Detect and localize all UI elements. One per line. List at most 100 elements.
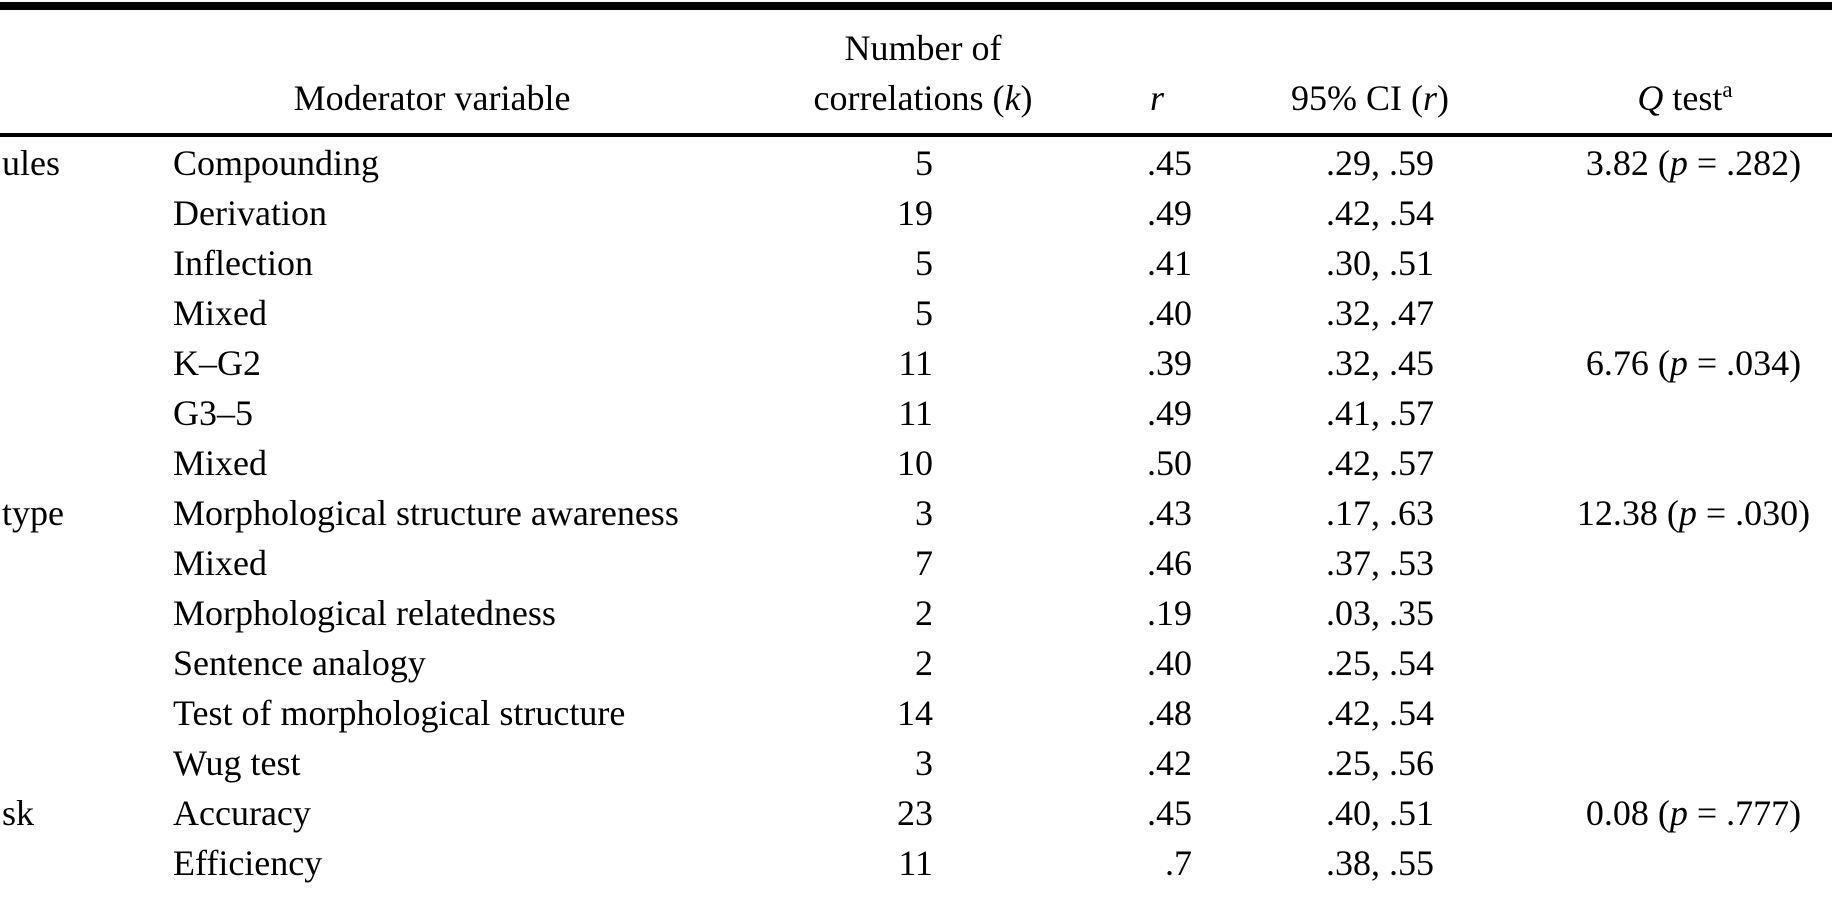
ci-cell: .32, .45 xyxy=(1326,343,1434,383)
qtest-cell xyxy=(1555,638,1832,688)
group-label-cell: sk xyxy=(2,793,35,833)
qtest-cell xyxy=(1555,188,1832,238)
k-cell: 10 xyxy=(897,443,933,483)
column-header-ci-close: ) xyxy=(1437,78,1449,118)
table-row: type Morphological structure awareness 3… xyxy=(0,488,1832,538)
ci-cell: .29, .59 xyxy=(1326,143,1434,183)
k-cell: 7 xyxy=(915,543,933,583)
column-header-q-variable: Q xyxy=(1637,78,1664,118)
moderator-cell: Wug test xyxy=(173,743,301,783)
column-header-q-text: test xyxy=(1663,78,1723,118)
table-row: Test of morphological structure 14 .48 .… xyxy=(0,688,1832,738)
qtest-p-variable: p xyxy=(1678,493,1697,533)
header-separator-rule xyxy=(0,133,1832,137)
k-cell: 2 xyxy=(915,593,933,633)
table-row: Efficiency 11 .7 .38, .55 xyxy=(0,838,1832,888)
column-header-ci-text: 95% CI ( xyxy=(1291,78,1423,118)
group-label-cell xyxy=(0,188,160,238)
column-header-moderator: Moderator variable xyxy=(293,78,571,118)
moderator-cell: Derivation xyxy=(173,193,327,233)
r-cell: .39 xyxy=(1147,343,1192,383)
r-cell: .46 xyxy=(1147,543,1192,583)
qtest-p-variable: p xyxy=(1669,793,1688,833)
ci-cell: .17, .63 xyxy=(1326,493,1434,533)
group-label-cell xyxy=(0,838,160,888)
table-row: Morphological relatedness 2 .19 .03, .35 xyxy=(0,588,1832,638)
column-header-ci: 95% CI (r) xyxy=(1291,76,1449,120)
r-cell: .49 xyxy=(1147,393,1192,433)
ci-cell: .37, .53 xyxy=(1326,543,1434,583)
k-cell: 5 xyxy=(915,243,933,283)
qtest-p-variable: p xyxy=(1669,143,1688,183)
qtest-cell: 6.76 (p = .034) xyxy=(1555,338,1832,388)
r-cell: .7 xyxy=(1165,843,1192,883)
r-cell: .48 xyxy=(1147,693,1192,733)
ci-cell: .30, .51 xyxy=(1326,243,1434,283)
r-cell: .50 xyxy=(1147,443,1192,483)
moderator-cell: Accuracy xyxy=(173,793,311,833)
ci-cell: .25, .54 xyxy=(1326,643,1434,683)
table-row: G3–5 11 .49 .41, .57 xyxy=(0,388,1832,438)
qtest-value: 3.82 ( xyxy=(1585,143,1670,183)
table-row: Mixed 5 .40 .32, .47 xyxy=(0,288,1832,338)
k-cell: 3 xyxy=(915,493,933,533)
table-top-rule xyxy=(0,2,1832,10)
moderator-cell: Compounding xyxy=(173,143,380,183)
table-row: Inflection 5 .41 .30, .51 xyxy=(0,238,1832,288)
ci-cell: .42, .54 xyxy=(1326,693,1434,733)
moderator-cell: Mixed xyxy=(173,443,267,483)
k-cell: 14 xyxy=(897,693,933,733)
moderator-cell: Morphological relatedness xyxy=(173,593,556,633)
moderator-cell: Morphological structure awareness xyxy=(173,493,679,533)
qtest-cell xyxy=(1555,588,1832,638)
k-cell: 5 xyxy=(915,293,933,333)
qtest-cell xyxy=(1555,238,1832,288)
moderator-cell: Sentence analogy xyxy=(173,643,426,683)
qtest-cell: 3.82 (p = .282) xyxy=(1555,138,1832,188)
group-label-cell xyxy=(0,538,160,588)
moderator-cell: Inflection xyxy=(173,243,313,283)
k-cell: 11 xyxy=(898,343,933,383)
ci-cell: .42, .57 xyxy=(1326,443,1434,483)
moderator-cell: Efficiency xyxy=(173,843,323,883)
qtest-cell xyxy=(1555,288,1832,338)
r-cell: .42 xyxy=(1147,743,1192,783)
moderator-cell: Mixed xyxy=(173,293,267,333)
group-label-cell xyxy=(0,388,160,438)
table-row: Derivation 19 .49 .42, .54 xyxy=(0,188,1832,238)
column-header-k-line2: correlations (k) xyxy=(814,76,1033,120)
group-label-cell: ules xyxy=(2,143,60,183)
qtest-cell xyxy=(1555,738,1832,788)
r-cell: .43 xyxy=(1147,493,1192,533)
moderator-cell: Test of morphological structure xyxy=(173,693,626,733)
table-row: Sentence analogy 2 .40 .25, .54 xyxy=(0,638,1832,688)
r-cell: .40 xyxy=(1147,643,1192,683)
ci-cell: .40, .51 xyxy=(1326,793,1434,833)
column-header-ci-variable: r xyxy=(1422,78,1437,118)
table-row: Mixed 10 .50 .42, .57 xyxy=(0,438,1832,488)
table-row: ules Compounding 5 .45 .29, .59 3.82 (p … xyxy=(0,138,1832,188)
qtest-cell xyxy=(1555,688,1832,738)
moderator-cell: K–G2 xyxy=(173,343,261,383)
group-label-cell xyxy=(0,588,160,638)
column-header-k-variable: k xyxy=(1004,78,1021,118)
ci-cell: .42, .54 xyxy=(1326,193,1434,233)
qtest-p-value: = .282) xyxy=(1687,143,1802,183)
table-row: Wug test 3 .42 .25, .56 xyxy=(0,738,1832,788)
qtest-cell xyxy=(1555,388,1832,438)
k-cell: 5 xyxy=(915,143,933,183)
group-label-cell xyxy=(0,238,160,288)
column-header-k-text: correlations ( xyxy=(813,78,1005,118)
r-cell: .40 xyxy=(1147,293,1192,333)
column-header-k-close: ) xyxy=(1020,78,1033,118)
k-cell: 11 xyxy=(898,393,933,433)
ci-cell: .38, .55 xyxy=(1326,843,1434,883)
ci-cell: .41, .57 xyxy=(1326,393,1434,433)
column-header-r: r xyxy=(1149,78,1165,118)
r-cell: .49 xyxy=(1147,193,1192,233)
k-cell: 19 xyxy=(897,193,933,233)
k-cell: 2 xyxy=(915,643,933,683)
group-label-cell xyxy=(0,338,160,388)
group-label-cell xyxy=(0,288,160,338)
group-label-cell xyxy=(0,638,160,688)
